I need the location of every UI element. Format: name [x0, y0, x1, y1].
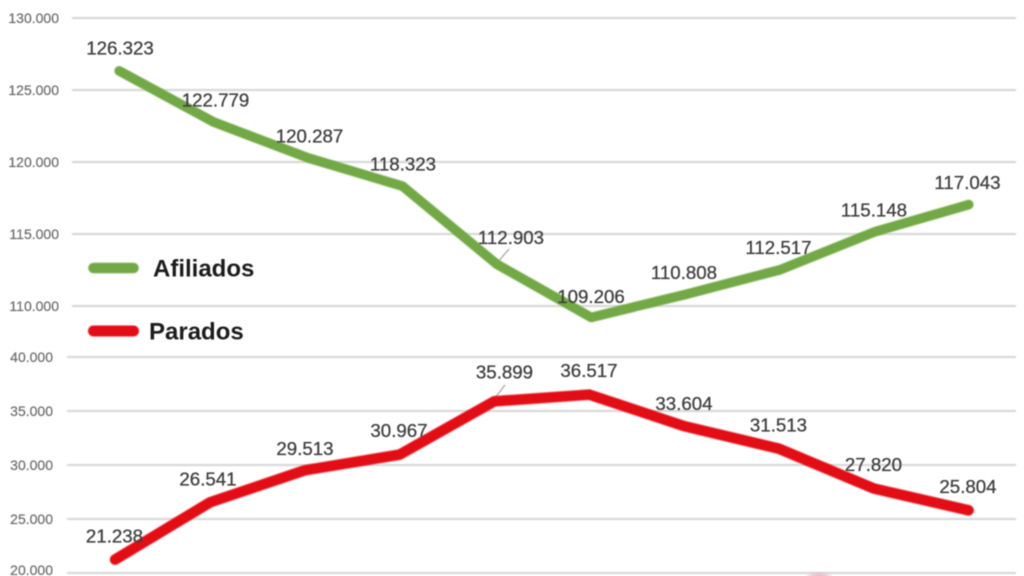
svg-text:115.000: 115.000: [9, 226, 59, 242]
svg-text:Afiliados: Afiliados: [153, 256, 254, 283]
svg-text:130.000: 130.000: [8, 10, 59, 26]
svg-text:21.238: 21.238: [86, 526, 143, 547]
svg-text:33.604: 33.604: [655, 393, 712, 414]
svg-text:30.967: 30.967: [370, 420, 427, 441]
svg-text:112.517: 112.517: [745, 237, 811, 258]
svg-text:Parados: Parados: [149, 319, 244, 346]
svg-text:26.541: 26.541: [179, 469, 236, 490]
svg-text:120.000: 120.000: [8, 154, 59, 170]
svg-text:27.820: 27.820: [845, 454, 902, 475]
svg-text:112.903: 112.903: [478, 227, 544, 248]
svg-text:31.513: 31.513: [750, 415, 807, 436]
svg-text:36.517: 36.517: [560, 360, 617, 381]
svg-text:110.000: 110.000: [9, 298, 59, 314]
svg-text:110.808: 110.808: [651, 262, 717, 283]
svg-text:118.323: 118.323: [370, 154, 436, 175]
svg-text:30.000: 30.000: [10, 457, 53, 473]
svg-text:29.513: 29.513: [276, 438, 333, 459]
svg-text:126.323: 126.323: [86, 38, 154, 59]
svg-text:35.000: 35.000: [10, 403, 53, 419]
svg-text:40.000: 40.000: [10, 349, 53, 365]
svg-text:120.287: 120.287: [276, 126, 344, 147]
svg-text:35.899: 35.899: [476, 362, 533, 383]
svg-text:115.148: 115.148: [841, 199, 907, 220]
svg-text:117.043: 117.043: [934, 172, 1000, 193]
svg-text:20.000: 20.000: [10, 562, 53, 576]
svg-text:109.206: 109.206: [557, 286, 625, 307]
svg-text:125.000: 125.000: [8, 82, 59, 98]
svg-text:122.779: 122.779: [182, 90, 250, 111]
svg-text:25.804: 25.804: [939, 476, 996, 497]
svg-text:25.000: 25.000: [10, 511, 53, 527]
